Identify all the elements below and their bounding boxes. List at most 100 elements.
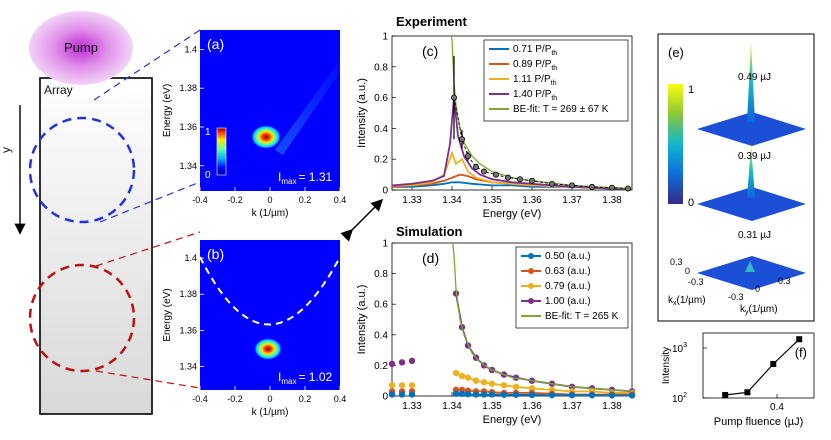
array-label: Array bbox=[44, 83, 73, 97]
panel-e-tag: (e) bbox=[668, 45, 684, 60]
x-tick-label: 0.4 bbox=[770, 402, 784, 413]
data-point bbox=[512, 383, 520, 391]
y-tick-base: 10 bbox=[672, 394, 684, 405]
panel-a-axes: -0.4 -0.2 0 0.2 0.4 1.4 1.38 1.36 1.34 k (1/µm) En… bbox=[162, 44, 346, 219]
panel-c-title: Experiment bbox=[396, 14, 467, 29]
legend-text: 1.40 P/P bbox=[513, 89, 552, 100]
surface-label-3: 0.31 µJ bbox=[738, 230, 771, 241]
x-tick-label: 1.35 bbox=[482, 195, 502, 206]
data-point bbox=[472, 377, 480, 384]
panel-b-tag: (b) bbox=[207, 246, 224, 262]
ky-tick-3: 0.3 bbox=[778, 276, 791, 286]
panel-a-colorbar-max: 1 bbox=[205, 127, 211, 138]
data-point bbox=[458, 372, 466, 380]
legend-marker bbox=[528, 253, 534, 259]
panel-tag: (d) bbox=[422, 250, 439, 266]
y-tick-label: 0.2 bbox=[374, 155, 388, 166]
y-tick-label: 0.8 bbox=[374, 62, 388, 73]
legend-label: 0.71 P/Pth bbox=[513, 44, 557, 57]
fit-marker bbox=[458, 136, 465, 143]
y-tick-label: 0.4 bbox=[374, 124, 388, 135]
data-point bbox=[512, 391, 520, 398]
legend-label: 1.40 P/Pth bbox=[513, 89, 557, 102]
panel_b-xlabel: k (1/µm) bbox=[252, 407, 289, 418]
y-tick-exp: 3 bbox=[683, 342, 687, 349]
data-point bbox=[528, 391, 536, 399]
panel-a-colorbar-min: 0 bbox=[205, 170, 211, 181]
series-line bbox=[725, 338, 800, 396]
legend-sub: th bbox=[551, 95, 557, 102]
data-point bbox=[458, 390, 466, 397]
y-tick-label: 103 bbox=[672, 342, 687, 355]
red-guide-top bbox=[95, 231, 201, 267]
panel-tag: (f) bbox=[795, 345, 807, 360]
panel_b-xtick-label: -0.2 bbox=[227, 394, 243, 404]
panel_a-xtick-label: -0.4 bbox=[192, 195, 208, 205]
panel_b-xtick-label: -0.4 bbox=[192, 394, 208, 404]
panel-a-colorbar bbox=[216, 127, 227, 176]
panel_a-xtick-label: -0.2 bbox=[227, 195, 243, 205]
y-tick-label: 0 bbox=[382, 186, 388, 197]
panel_a-xlabel: k (1/µm) bbox=[252, 208, 289, 219]
x-tick-label: 1.38 bbox=[602, 401, 622, 412]
panel_a-xtick-label: 0.2 bbox=[299, 195, 312, 205]
panel-c-chart: 1.33 1.34 1.35 1.36 1.37 1.38 0 0.2 0.4 0.6 0.8 1 En… bbox=[356, 32, 633, 220]
data-point bbox=[528, 385, 536, 392]
fit-marker bbox=[450, 94, 457, 101]
legend-marker bbox=[528, 283, 534, 289]
x-tick-label: 1.37 bbox=[562, 195, 582, 206]
kx-tick-3: -0.3 bbox=[688, 277, 704, 287]
x-tick-label: 1.34 bbox=[442, 195, 462, 206]
data-point bbox=[480, 391, 488, 398]
data-point bbox=[398, 382, 406, 389]
panel_a-xtick-label: 0.4 bbox=[334, 195, 347, 205]
data-point bbox=[722, 391, 729, 398]
panel_b-ytick-label: 1.36 bbox=[179, 325, 197, 335]
x-tick-label: 1.33 bbox=[402, 195, 422, 206]
data-point bbox=[452, 369, 460, 377]
x-tick-label: 1.33 bbox=[402, 401, 422, 412]
data-point bbox=[744, 389, 751, 396]
surface-plot-2 bbox=[697, 187, 806, 221]
legend-sub: th bbox=[551, 80, 557, 87]
data-point bbox=[608, 392, 616, 399]
panel-d-chart: 1.33 1.34 1.35 1.36 1.37 1.38 0 0.2 0.4 0.6 0.8 1 En… bbox=[356, 239, 636, 426]
double-arrow bbox=[340, 198, 384, 242]
legend-marker bbox=[528, 298, 534, 304]
x-tick-label: 1.38 bbox=[602, 195, 622, 206]
panel_b-ytick-label: 1.4 bbox=[184, 253, 197, 263]
data-point bbox=[408, 357, 416, 365]
surface-label-2: 0.39 µJ bbox=[738, 151, 771, 162]
fit-marker bbox=[529, 177, 536, 184]
data-point bbox=[472, 391, 480, 398]
legend-text: BE-fit: T = 265 K bbox=[545, 311, 619, 322]
data-point bbox=[480, 379, 488, 386]
x-tick-label: 1.36 bbox=[522, 195, 542, 206]
data-point bbox=[398, 359, 406, 366]
panel-a-streak bbox=[275, 60, 340, 155]
y-axis-label: Intensity (a.u.) bbox=[356, 285, 368, 355]
data-point bbox=[568, 392, 576, 399]
blue-guide-bottom bbox=[99, 181, 201, 223]
panel-e: (e) 1 0 0.49 µJ 0.39 µJ 0.31 µJ 0.3 0 -0… bbox=[657, 33, 815, 322]
pump-label: Pump bbox=[64, 40, 98, 55]
y-axis-label: Intensity bbox=[661, 347, 672, 384]
legend-label: 1.00 (a.u.) bbox=[545, 296, 591, 307]
panel_a-ytick-label: 1.34 bbox=[179, 161, 197, 171]
panel-b-axes: -0.4 -0.2 0 0.2 0.4 1.4 1.38 1.36 1.34 k (1/µm) En… bbox=[162, 253, 346, 418]
fit-marker bbox=[609, 184, 616, 191]
panel_a-ytick-label: 1.36 bbox=[179, 122, 197, 132]
panel-e-colorbar-min: 0 bbox=[688, 197, 694, 209]
panel_a-ytick-label: 1.38 bbox=[179, 83, 197, 93]
legend-sub: th bbox=[551, 65, 557, 72]
panel_b-xtick-label: 0.2 bbox=[299, 394, 312, 404]
panel-a-tag: (a) bbox=[207, 36, 224, 52]
fit-marker bbox=[492, 171, 499, 178]
panel-tag: (c) bbox=[422, 43, 438, 59]
panel-b: (b) Imax = 1.02 -0.4 -0.2 0 0.2 0.4 1.4 1.38 1.3… bbox=[162, 240, 346, 418]
ky-tick-1: -0.3 bbox=[728, 292, 744, 302]
y-tick-label: 0.4 bbox=[374, 330, 388, 341]
panel-a-spot bbox=[251, 125, 281, 149]
surface-label-1: 0.49 µJ bbox=[738, 72, 771, 83]
data-point bbox=[388, 360, 396, 368]
